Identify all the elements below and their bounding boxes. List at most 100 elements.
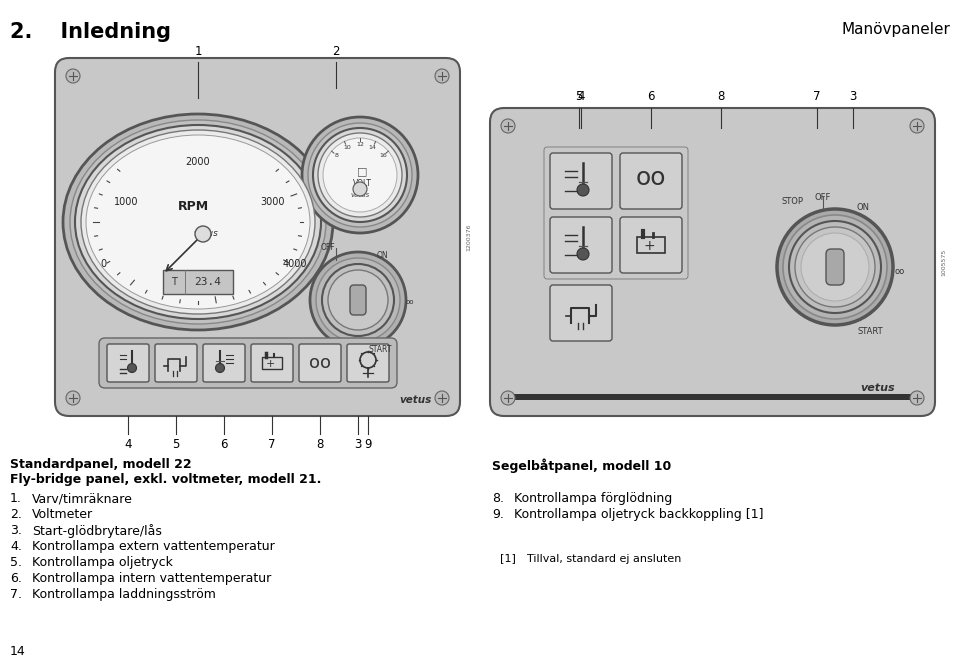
Text: 23.4: 23.4: [195, 277, 222, 287]
Text: 2.: 2.: [10, 508, 22, 521]
Circle shape: [910, 119, 924, 133]
FancyBboxPatch shape: [490, 108, 935, 416]
FancyBboxPatch shape: [550, 153, 612, 209]
Text: 3000: 3000: [261, 197, 285, 207]
Circle shape: [795, 227, 875, 307]
Ellipse shape: [63, 114, 333, 330]
FancyBboxPatch shape: [299, 344, 341, 382]
Text: Start-glödbrytare/lås: Start-glödbrytare/lås: [32, 524, 162, 538]
FancyBboxPatch shape: [99, 338, 397, 388]
Text: 8: 8: [316, 438, 324, 451]
Text: 2: 2: [332, 45, 340, 58]
Text: START: START: [857, 328, 883, 336]
FancyBboxPatch shape: [620, 153, 682, 209]
Circle shape: [577, 248, 589, 260]
Bar: [504, 394, 921, 400]
FancyBboxPatch shape: [620, 217, 682, 273]
Text: Standardpanel, modell 22: Standardpanel, modell 22: [10, 458, 192, 471]
FancyBboxPatch shape: [55, 58, 460, 416]
Text: 7: 7: [813, 90, 821, 103]
Ellipse shape: [70, 120, 326, 324]
Circle shape: [310, 252, 406, 348]
Text: 6: 6: [220, 438, 228, 451]
Text: 3.: 3.: [10, 524, 22, 537]
Text: ON: ON: [856, 202, 870, 212]
Circle shape: [435, 391, 449, 405]
Circle shape: [215, 364, 225, 372]
FancyBboxPatch shape: [251, 344, 293, 382]
Text: 8: 8: [335, 153, 339, 159]
Text: RPM: RPM: [178, 200, 208, 214]
Text: [1] Tillval, standard ej ansluten: [1] Tillval, standard ej ansluten: [500, 554, 682, 564]
Text: Varv/timräknare: Varv/timräknare: [32, 492, 132, 505]
Text: oo: oo: [309, 354, 331, 372]
Text: vetus: vetus: [194, 230, 219, 238]
Text: 4000: 4000: [283, 259, 307, 269]
Text: 16: 16: [379, 153, 387, 159]
Circle shape: [318, 133, 402, 217]
Text: 5.: 5.: [10, 556, 22, 569]
Circle shape: [910, 391, 924, 405]
Text: 9.: 9.: [492, 508, 504, 521]
Circle shape: [313, 128, 407, 222]
Circle shape: [128, 364, 136, 372]
Text: 6: 6: [647, 90, 655, 103]
Text: 14: 14: [10, 645, 26, 658]
Circle shape: [353, 182, 367, 196]
Text: 12: 12: [356, 143, 364, 147]
Circle shape: [66, 391, 80, 405]
Text: 9: 9: [364, 438, 372, 451]
Text: Kontrollampa laddningsström: Kontrollampa laddningsström: [32, 588, 216, 601]
Circle shape: [302, 117, 418, 233]
Circle shape: [316, 258, 400, 342]
Text: 8.: 8.: [492, 492, 504, 505]
Text: 1: 1: [194, 45, 202, 58]
Ellipse shape: [75, 125, 321, 319]
Text: T: T: [171, 277, 177, 287]
Text: 4: 4: [577, 90, 585, 103]
FancyBboxPatch shape: [550, 285, 612, 341]
Text: Voltmeter: Voltmeter: [32, 508, 93, 521]
Ellipse shape: [86, 135, 310, 309]
Bar: [163, 270, 233, 294]
Text: 4: 4: [124, 438, 132, 451]
Text: Kontrollampa intern vattentemperatur: Kontrollampa intern vattentemperatur: [32, 572, 272, 585]
Circle shape: [577, 184, 589, 196]
Text: vetus: vetus: [860, 383, 895, 393]
Text: 7: 7: [268, 438, 276, 451]
Text: 3: 3: [354, 438, 362, 451]
Text: oo: oo: [895, 268, 905, 276]
Circle shape: [323, 138, 397, 212]
Circle shape: [308, 123, 412, 227]
Text: Kontrollampa förglödning: Kontrollampa förglödning: [514, 492, 672, 505]
Text: 8: 8: [717, 90, 725, 103]
Text: OFF: OFF: [321, 244, 335, 252]
Text: Kontrollampa oljetryck: Kontrollampa oljetryck: [32, 556, 173, 569]
Text: 4.: 4.: [10, 540, 22, 553]
Text: Manövpaneler: Manövpaneler: [841, 22, 950, 37]
Text: 3: 3: [850, 90, 856, 103]
Circle shape: [435, 69, 449, 83]
Text: 7.: 7.: [10, 588, 22, 601]
Text: 5: 5: [575, 90, 583, 103]
Text: 0: 0: [100, 259, 106, 269]
Text: Kontrollampa oljetryck backkoppling [1]: Kontrollampa oljetryck backkoppling [1]: [514, 508, 763, 521]
Text: Fly-bridge panel, exkl. voltmeter, modell 21.: Fly-bridge panel, exkl. voltmeter, model…: [10, 473, 322, 486]
Circle shape: [328, 270, 388, 330]
Text: Segelbåtpanel, modell 10: Segelbåtpanel, modell 10: [492, 458, 671, 473]
FancyBboxPatch shape: [107, 344, 149, 382]
Bar: [637, 237, 665, 253]
Text: □: □: [357, 166, 368, 176]
Text: 5: 5: [172, 438, 180, 451]
Text: 14: 14: [369, 145, 376, 151]
Text: VOLT: VOLT: [352, 178, 372, 188]
Text: 10: 10: [344, 145, 351, 151]
Text: 6.: 6.: [10, 572, 22, 585]
Circle shape: [322, 264, 394, 336]
Text: 2000: 2000: [185, 157, 210, 167]
FancyBboxPatch shape: [155, 344, 197, 382]
FancyBboxPatch shape: [203, 344, 245, 382]
Text: oo: oo: [636, 166, 666, 190]
Text: 1.: 1.: [10, 492, 22, 505]
Text: 2.  Inledning: 2. Inledning: [10, 22, 171, 42]
